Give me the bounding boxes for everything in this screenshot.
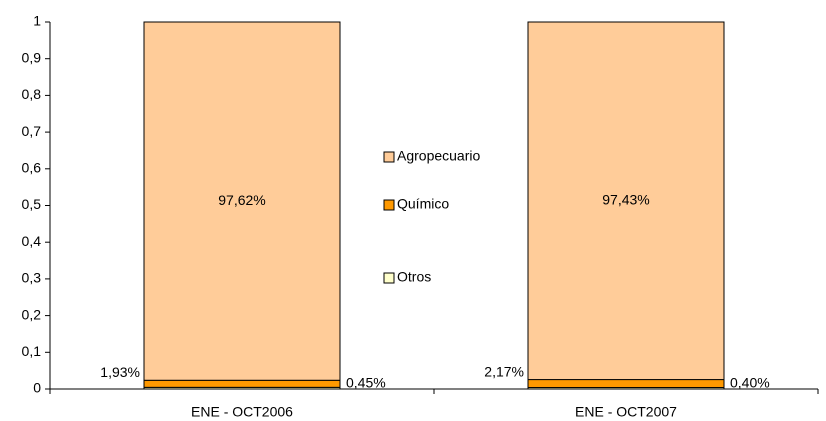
bar-segment <box>143 21 341 381</box>
legend-label: Químico <box>397 196 449 212</box>
data-label: 1,93% <box>100 364 140 380</box>
legend-swatch <box>383 199 395 211</box>
y-tick-label: 0,3 <box>22 270 42 286</box>
x-tick-label: ENE - OCT2007 <box>575 404 677 420</box>
y-tick-label: 0,2 <box>22 306 42 322</box>
y-tick-label: 0,5 <box>22 196 42 212</box>
data-label: 97,43% <box>602 191 649 207</box>
y-tick-label: 0,1 <box>22 343 42 359</box>
data-label: 0,40% <box>730 375 770 391</box>
legend-label: Agropecuario <box>397 148 480 164</box>
y-tick-label: 0,4 <box>22 233 42 249</box>
x-tick-label: ENE - OCT2006 <box>191 404 293 420</box>
bar-segment <box>527 21 725 381</box>
y-tick-label: 0,7 <box>22 123 42 139</box>
y-tick-label: 0 <box>33 380 41 396</box>
bar-segment <box>143 379 341 388</box>
data-label: 2,17% <box>484 363 524 379</box>
y-tick-label: 0,6 <box>22 160 42 176</box>
y-tick-label: 0,9 <box>22 49 42 65</box>
legend-swatch <box>383 272 395 284</box>
y-tick-label: 1 <box>33 13 41 29</box>
data-label: 97,62% <box>218 192 265 208</box>
y-tick-label: 0,8 <box>22 86 42 102</box>
legend-label: Otros <box>397 269 431 285</box>
legend-swatch <box>383 151 395 163</box>
data-label: 0,45% <box>346 375 386 391</box>
bar-segment <box>527 379 725 389</box>
